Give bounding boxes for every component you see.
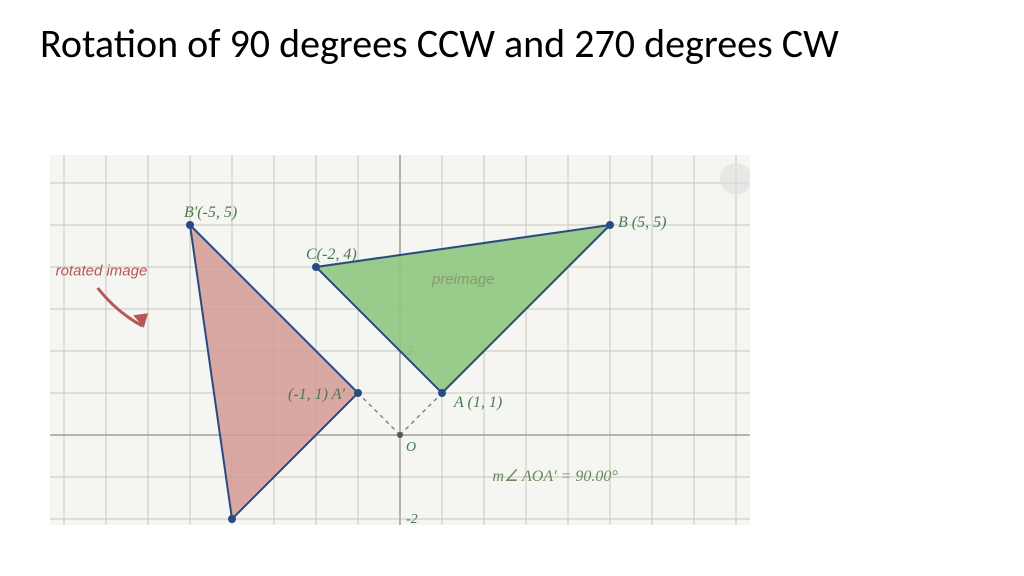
graph-svg: 2-2A (1, 1)B (5, 5)C(-2, 4)(-1, 1) A'B'(… (50, 155, 750, 525)
label-C: C(-2, 4) (306, 246, 357, 263)
coordinate-graph: 2-2A (1, 1)B (5, 5)C(-2, 4)(-1, 1) A'B'(… (50, 155, 750, 525)
svg-text:-2: -2 (406, 512, 418, 525)
label-Bprime: B'(-5, 5) (184, 204, 237, 221)
caption-rotated: rotated image (56, 262, 148, 279)
label-Aprime: (-1, 1) A' (288, 386, 345, 403)
page-title: Rotation of 90 degrees CCW and 270 degre… (40, 20, 984, 68)
label-B: B (5, 5) (618, 214, 666, 231)
caption-preimage: preimage (431, 271, 495, 288)
corner-blob (720, 163, 750, 195)
rotated-arrow (98, 288, 143, 326)
label-A: A (1, 1) (453, 394, 502, 411)
angle-measure: m∠ AOA' = 90.00° (492, 468, 618, 485)
label-origin: O (406, 440, 416, 455)
